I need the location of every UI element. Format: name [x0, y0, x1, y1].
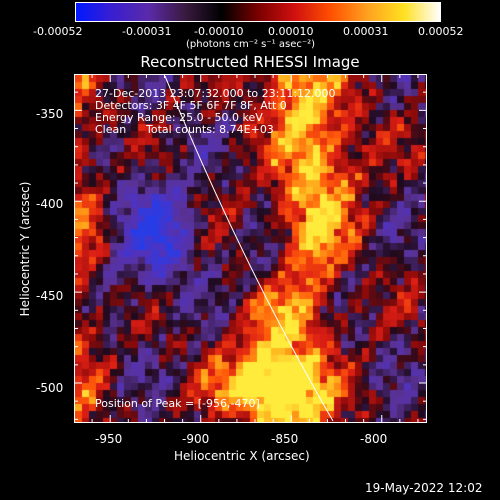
colorbar	[75, 2, 441, 22]
x-tick-label: -800	[360, 432, 388, 446]
info-energy-range: Energy Range: 25.0 - 50.0 keV	[95, 111, 263, 124]
y-tick-label: -450	[36, 289, 64, 303]
colorbar-unit-label: (photons cm⁻² s⁻¹ asec⁻²)	[186, 39, 316, 50]
y-tick-label: -500	[36, 381, 64, 395]
info-clean: Clean	[95, 123, 127, 136]
image-canvas	[75, 75, 426, 422]
colorbar-tick-label: -0.00010	[194, 25, 244, 38]
x-tick-label: -850	[271, 432, 299, 446]
info-detectors: Detectors: 3F 4F 5F 6F 7F 8F, Att 0	[95, 99, 287, 112]
y-tick-label: -400	[36, 197, 64, 211]
info-date-range: 27-Dec-2013 23:07:32.000 to 23:11:12.000	[95, 87, 336, 100]
info-total-counts: Total counts: 8.74E+03	[146, 123, 274, 136]
colorbar-tick-label: 0.00010	[268, 25, 314, 38]
x-tick-label: -950	[95, 432, 123, 446]
colorbar-tick-label: 0.00031	[343, 25, 389, 38]
x-tick-label: -900	[182, 432, 210, 446]
colorbar-tick-label: 0.00052	[418, 25, 464, 38]
y-tick-label: -350	[36, 107, 64, 121]
colorbar-tick-label: -0.00052	[33, 25, 83, 38]
axis-ticks	[74, 74, 427, 423]
timestamp: 19-May-2022 12:02	[365, 481, 483, 495]
x-axis-label: Heliocentric X (arcsec)	[174, 449, 310, 463]
rhessi-image	[74, 74, 427, 423]
y-axis-label: Heliocentric Y (arcsec)	[18, 181, 32, 317]
solar-limb-line	[164, 75, 334, 422]
colorbar-tick-label: -0.00031	[122, 25, 172, 38]
peak-position-label: Position of Peak = [-956,-470]	[95, 397, 260, 410]
plot-title: Reconstructed RHESSI Image	[140, 53, 360, 71]
